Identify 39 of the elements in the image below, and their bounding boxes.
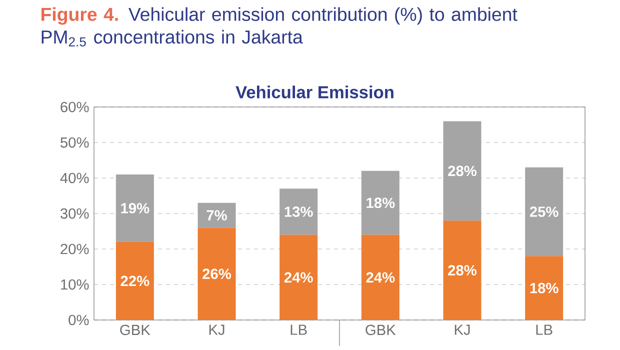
data-label: 19%	[121, 203, 150, 214]
data-label: 26%	[202, 268, 232, 280]
data-label: 18%	[530, 282, 558, 294]
bar	[280, 188, 318, 235]
data-label: 7%	[206, 210, 227, 220]
y-tick-label: 50%	[60, 137, 89, 148]
bar	[198, 228, 236, 320]
bar	[443, 121, 482, 221]
y-tick-label: 60%	[60, 102, 89, 112]
x-tick-label: GBK	[366, 324, 396, 336]
bar	[525, 256, 564, 320]
chart-subtitle: Vehicular Emission	[236, 86, 394, 98]
y-tick-label: 0%	[68, 314, 89, 326]
y-tick-label: 10%	[61, 279, 89, 290]
y-tick-label: 40%	[60, 172, 89, 184]
data-label: 28%	[448, 166, 477, 176]
x-tick-label: GBK	[120, 324, 150, 336]
data-label: 28%	[448, 265, 477, 276]
bar	[361, 234, 400, 320]
bar	[116, 174, 154, 242]
y-tick-label: 30%	[60, 208, 89, 219]
x-tick-label: LB	[290, 324, 307, 335]
x-tick-label: LB	[536, 324, 552, 335]
bar	[116, 242, 154, 320]
data-label: 22%	[120, 276, 150, 286]
bar	[525, 167, 564, 256]
data-label: 25%	[530, 206, 558, 217]
bar	[443, 220, 482, 320]
data-label: 13%	[284, 206, 313, 217]
data-label: 24%	[366, 272, 395, 283]
chart-title: Figure 4. Vehicular emission contribution (%) to ambient PM$_{2.5}$ concentrations in Jakarta	[42, 7, 518, 46]
bar	[361, 170, 400, 235]
x-tick-label: KJ	[209, 324, 224, 335]
y-tick-label: 20%	[60, 244, 89, 254]
data-label: 24%	[284, 272, 313, 283]
bar	[198, 202, 236, 228]
x-tick-label: KJ	[454, 324, 470, 335]
bar	[280, 234, 318, 320]
data-label: 18%	[366, 198, 395, 208]
